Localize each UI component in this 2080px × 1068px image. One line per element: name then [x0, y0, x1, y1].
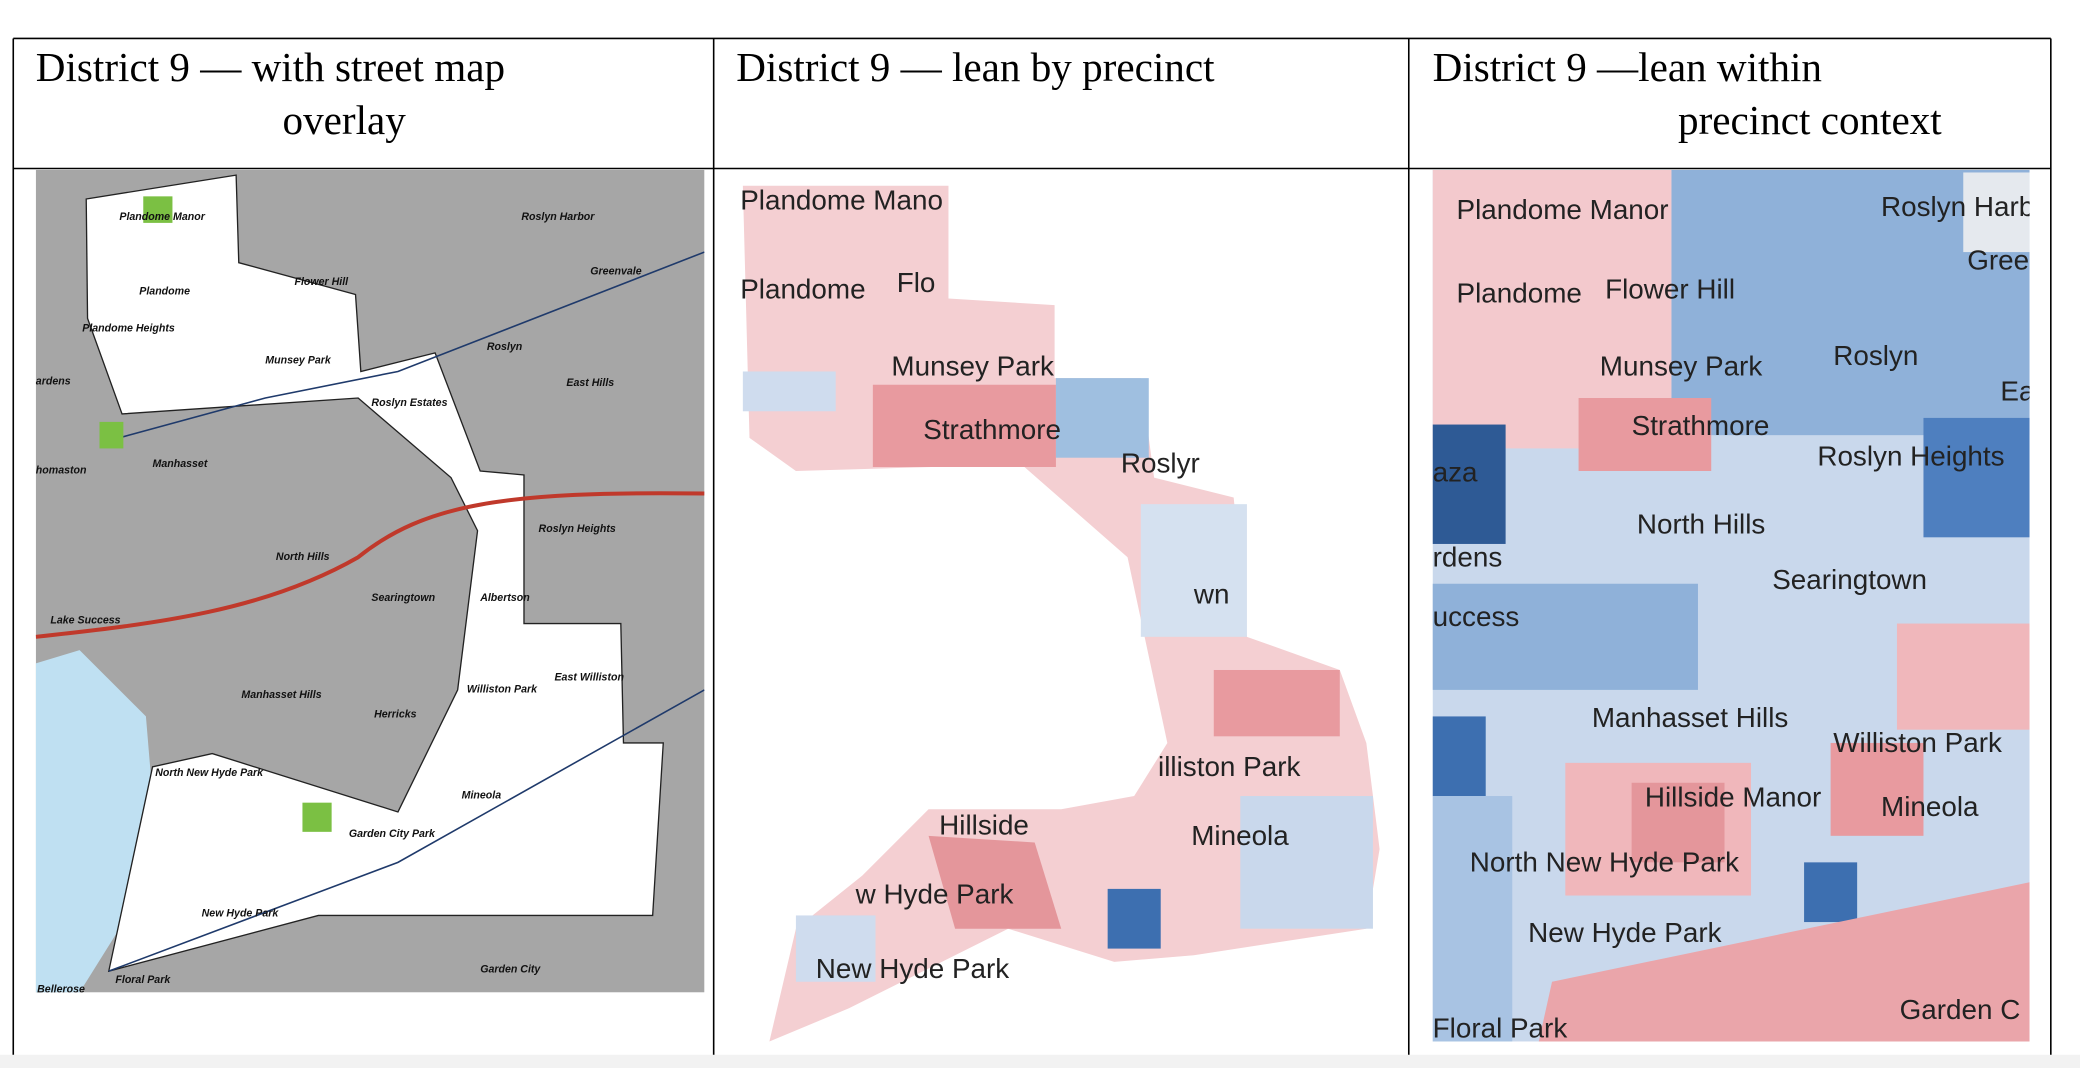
place-label: Plandome Manor [119, 211, 205, 223]
context-lean-map [1432, 169, 2030, 1042]
place-label: North New Hyde Park [155, 767, 264, 779]
panel-labels: Plandome Mano Plandome Flo Munsey Park Strat… [740, 185, 1300, 984]
column-header: District 9 —lean within [1433, 44, 1822, 90]
place-label: illiston Park [1158, 751, 1300, 782]
column-header: precinct context [1678, 97, 1942, 143]
place-label: w Hyde Park [855, 878, 1014, 909]
place-label: Strathmore [923, 414, 1061, 445]
place-label: Flo [897, 267, 936, 298]
table-header-row: District 9 — with street map overlay Distr… [36, 44, 1942, 143]
place-label: New Hyde Park [202, 908, 280, 920]
place-label: Mineola [1881, 791, 1979, 822]
map-labels: Plandome Manor Roslyn HarborGreenvaleFlow… [36, 185, 2050, 1043]
bottom-strip [0, 1054, 2080, 1068]
place-label: Munsey Park [891, 350, 1054, 381]
place-label: Roslyn Heights [539, 523, 616, 535]
place-label: uccess [1433, 601, 1520, 632]
place-label: ardens [36, 376, 71, 388]
panel-labels: Plandome Manor Roslyn Harbor Greenvale Flow… [36, 211, 642, 995]
place-label: Plandome Mano [740, 185, 943, 216]
place-label: Roslyn Harbo [1881, 191, 2050, 222]
place-label: Herricks [374, 709, 417, 721]
place-label: Hillside Manor [1645, 782, 1821, 813]
place-label: Roslyn [1833, 340, 1918, 371]
place-label: Plandome Manor [1457, 194, 1669, 225]
place-label: Garden C [1900, 994, 2021, 1025]
place-label: Green [1967, 244, 2044, 275]
place-label: Munsey Park [1600, 350, 1763, 381]
place-label: Ea [2000, 376, 2035, 407]
place-label: Searingtown [1772, 564, 1927, 595]
place-label: Floral Park [115, 974, 171, 986]
table-grid [12, 37, 2052, 1055]
place-label: Roslyr [1121, 447, 1200, 478]
place-label: Floral Park [1433, 1012, 1568, 1043]
place-label: Manhasset [153, 458, 208, 470]
place-label: Williston Park [467, 684, 538, 696]
place-label: Hillside [939, 809, 1029, 840]
place-label: Albertson [479, 592, 530, 604]
place-label: North New Hyde Park [1470, 847, 1739, 878]
place-label: homaston [36, 465, 87, 477]
place-label: rdens [1433, 542, 1503, 573]
place-label: Garden City Park [349, 828, 436, 840]
place-label: Manhasset Hills [1592, 702, 1789, 733]
place-label: Lake Success [50, 615, 120, 627]
panel-labels: Plandome Manor Roslyn Harbo Green Plandome F… [1433, 191, 2050, 1043]
place-label: Manhasset Hills [241, 689, 321, 701]
place-label: Strathmore [1632, 410, 1770, 441]
place-label: Mineola [1191, 820, 1289, 851]
place-label: Mineola [462, 790, 502, 802]
place-label: Plandome [1457, 277, 1582, 308]
place-label: East Williston [554, 672, 624, 684]
place-label: Roslyn [487, 341, 523, 353]
place-label: Williston Park [1833, 727, 2002, 758]
place-label: aza [1433, 457, 1478, 488]
place-label: Searingtown [371, 592, 435, 604]
column-header: District 9 — with street map [36, 44, 505, 90]
place-label: Plandome Heights [82, 323, 175, 335]
column-header: overlay [283, 97, 407, 143]
precinct-lean-map [742, 185, 1380, 1042]
street-map [35, 169, 705, 993]
column-header: District 9 — lean by precinct [736, 44, 1215, 90]
place-label: Bellerose [37, 983, 85, 995]
place-label: Plandome [740, 274, 865, 305]
place-label: Plandome [139, 286, 190, 298]
place-label: North Hills [1637, 508, 1765, 539]
place-label: Roslyn Estates [371, 397, 447, 409]
place-label: Roslyn Heights [1817, 441, 2004, 472]
place-label: New Hyde Park [816, 953, 1009, 984]
place-label: Greenvale [590, 266, 641, 278]
place-label: North Hills [276, 551, 330, 563]
place-label: Garden City [480, 963, 541, 975]
place-label: wn [1193, 579, 1230, 610]
place-label: Munsey Park [265, 355, 332, 367]
place-label: New Hyde Park [1528, 917, 1721, 948]
place-label: Roslyn Harbor [521, 211, 595, 223]
place-label: East Hills [566, 377, 614, 389]
place-label: Flower Hill [1605, 274, 1735, 305]
place-label: Flower Hill [294, 276, 349, 288]
